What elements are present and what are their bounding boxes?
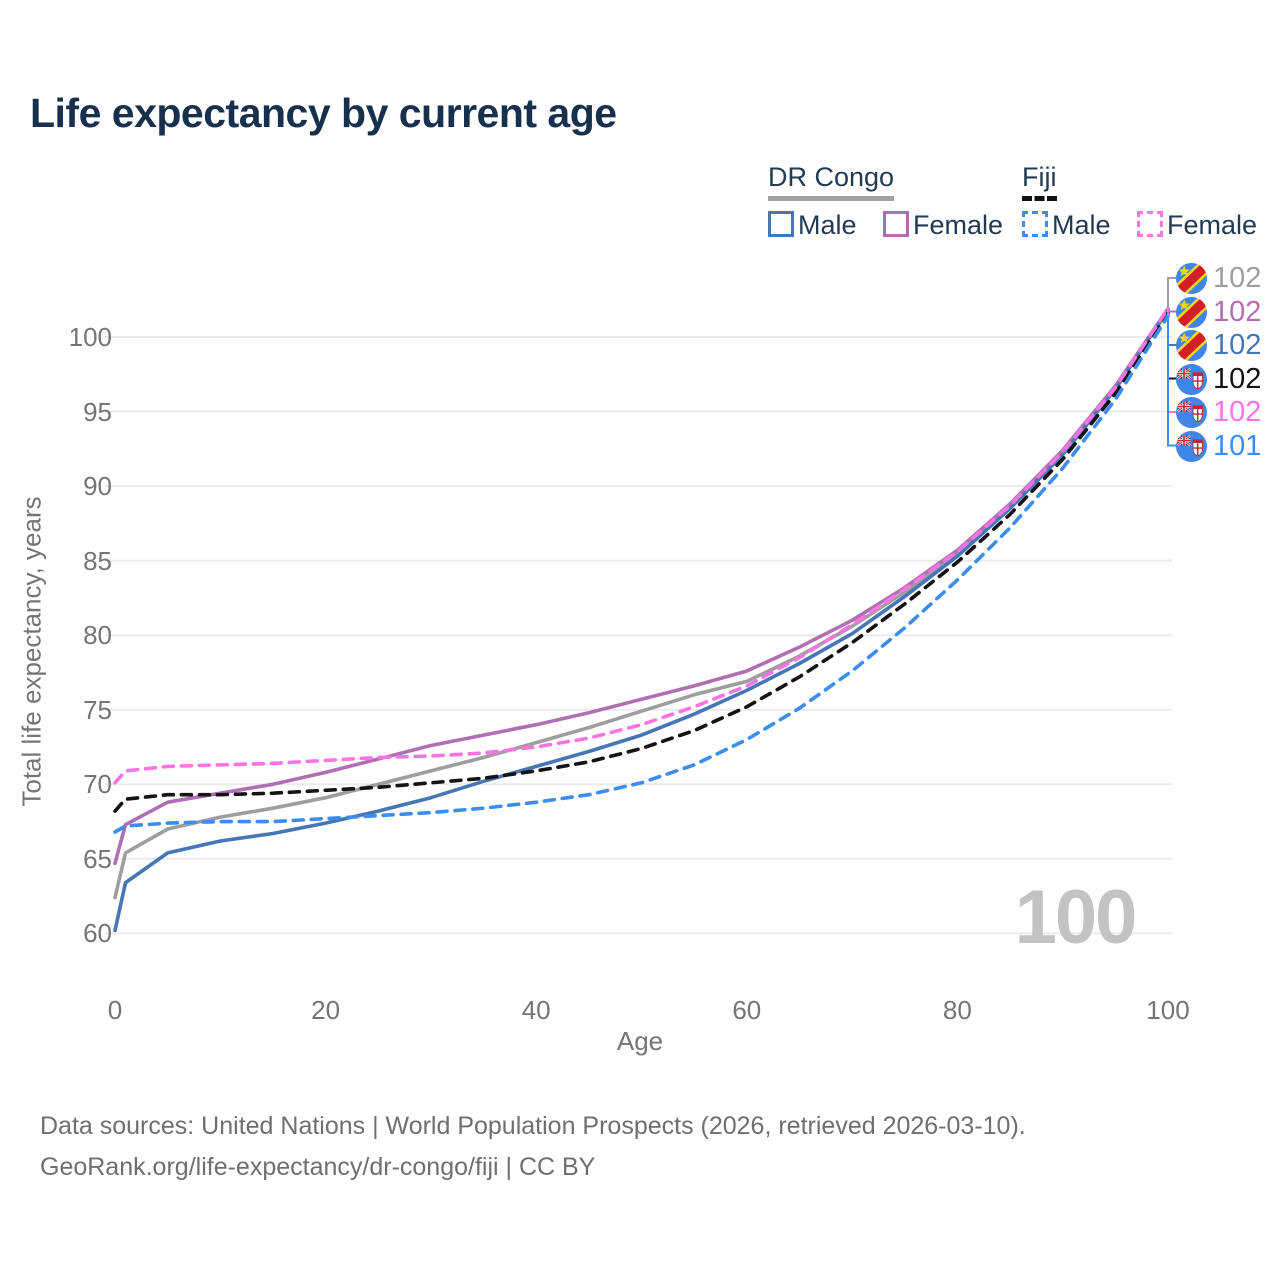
- legend-item-label: Female: [912, 210, 1004, 240]
- end-label-row-fiji: 101: [1176, 430, 1261, 462]
- legend-group-title-dr-congo[interactable]: DR Congo: [768, 162, 895, 201]
- legend-item-dr-congo-male[interactable]: Male: [768, 210, 857, 241]
- series-line-fiji-male: [113, 314, 1170, 834]
- y-tick-label: 95: [83, 396, 112, 427]
- end-label-value: 102: [1213, 262, 1262, 294]
- end-label-value: 101: [1213, 429, 1262, 462]
- legend-item-fiji-male[interactable]: Male: [1022, 210, 1111, 241]
- x-tick-label: 60: [732, 995, 762, 1025]
- age-watermark: 100: [1014, 875, 1138, 960]
- x-tick-label: 20: [311, 995, 341, 1025]
- legend-group-title-fiji[interactable]: Fiji: [1022, 162, 1057, 201]
- end-label-row-dr-congo: 102: [1176, 296, 1261, 328]
- footer-attribution-link[interactable]: GeoRank.org/life-expectancy/dr-congo/fij…: [40, 1153, 596, 1181]
- end-label-row-fiji: 102: [1176, 363, 1261, 395]
- fiji-flag-icon: [1176, 430, 1207, 462]
- legend-group-fiji: Fiji Male Female: [1022, 162, 1279, 241]
- page-title: Life expectancy by current age: [30, 90, 617, 136]
- x-tick-label: 100: [1146, 995, 1190, 1025]
- series-line-fiji-female: [113, 306, 1170, 785]
- end-label-value: 102: [1213, 295, 1262, 328]
- x-tick-label: 40: [521, 995, 551, 1025]
- y-tick-label: 70: [83, 769, 112, 800]
- series-line-fiji-both-sexes: [113, 311, 1170, 813]
- series-line-dr-congo-both-sexes: [113, 306, 1170, 900]
- legend-item-label: Male: [798, 210, 857, 240]
- end-label-row-dr-congo: 102: [1176, 329, 1261, 361]
- x-axis-title: Age: [616, 1026, 664, 1056]
- y-tick-label: 85: [83, 545, 112, 576]
- x-tick-label: 0: [107, 995, 123, 1025]
- y-tick-label: 75: [83, 694, 112, 725]
- dr-congo-flag-icon: [1176, 263, 1207, 294]
- series-line-dr-congo-male: [113, 308, 1170, 933]
- fiji-male-swatch-icon: [1022, 211, 1048, 237]
- y-tick-label: 90: [83, 471, 112, 502]
- end-label-value: 102: [1213, 329, 1262, 361]
- dr-congo-flag-icon: [1176, 296, 1207, 328]
- fiji-flag-icon: [1176, 397, 1207, 428]
- dr-congo-female-swatch-icon: [882, 211, 909, 237]
- legend-item-fiji-female[interactable]: Female: [1136, 210, 1258, 241]
- footer: Data sources: United Nations | World Pop…: [40, 1106, 1026, 1188]
- end-label-value: 102: [1213, 362, 1262, 395]
- y-tick-label: 60: [83, 918, 112, 949]
- x-tick-label: 80: [942, 995, 972, 1025]
- legend-item-label: Female: [1166, 210, 1258, 240]
- end-label-value: 102: [1213, 396, 1262, 428]
- legend-item-dr-congo-female[interactable]: Female: [882, 210, 1004, 241]
- fiji-female-swatch-icon: [1136, 211, 1163, 237]
- end-label-row-dr-congo: 102: [1176, 262, 1261, 294]
- y-tick-label: 65: [83, 843, 112, 874]
- end-label-row-fiji: 102: [1176, 396, 1261, 428]
- end-label-leader-line: [1166, 315, 1177, 447]
- footer-data-sources: Data sources: United Nations | World Pop…: [40, 1112, 1026, 1140]
- series-line-dr-congo-female: [113, 306, 1170, 866]
- legend-group-dr-congo: DR Congo Male Female: [768, 162, 1025, 241]
- dr-congo-flag-icon: [1176, 330, 1207, 361]
- dr-congo-male-swatch-icon: [768, 211, 794, 237]
- legend-item-label: Male: [1052, 210, 1111, 240]
- y-tick-label: 100: [68, 322, 112, 352]
- fiji-flag-icon: [1176, 363, 1207, 395]
- y-tick-label: 80: [83, 620, 112, 651]
